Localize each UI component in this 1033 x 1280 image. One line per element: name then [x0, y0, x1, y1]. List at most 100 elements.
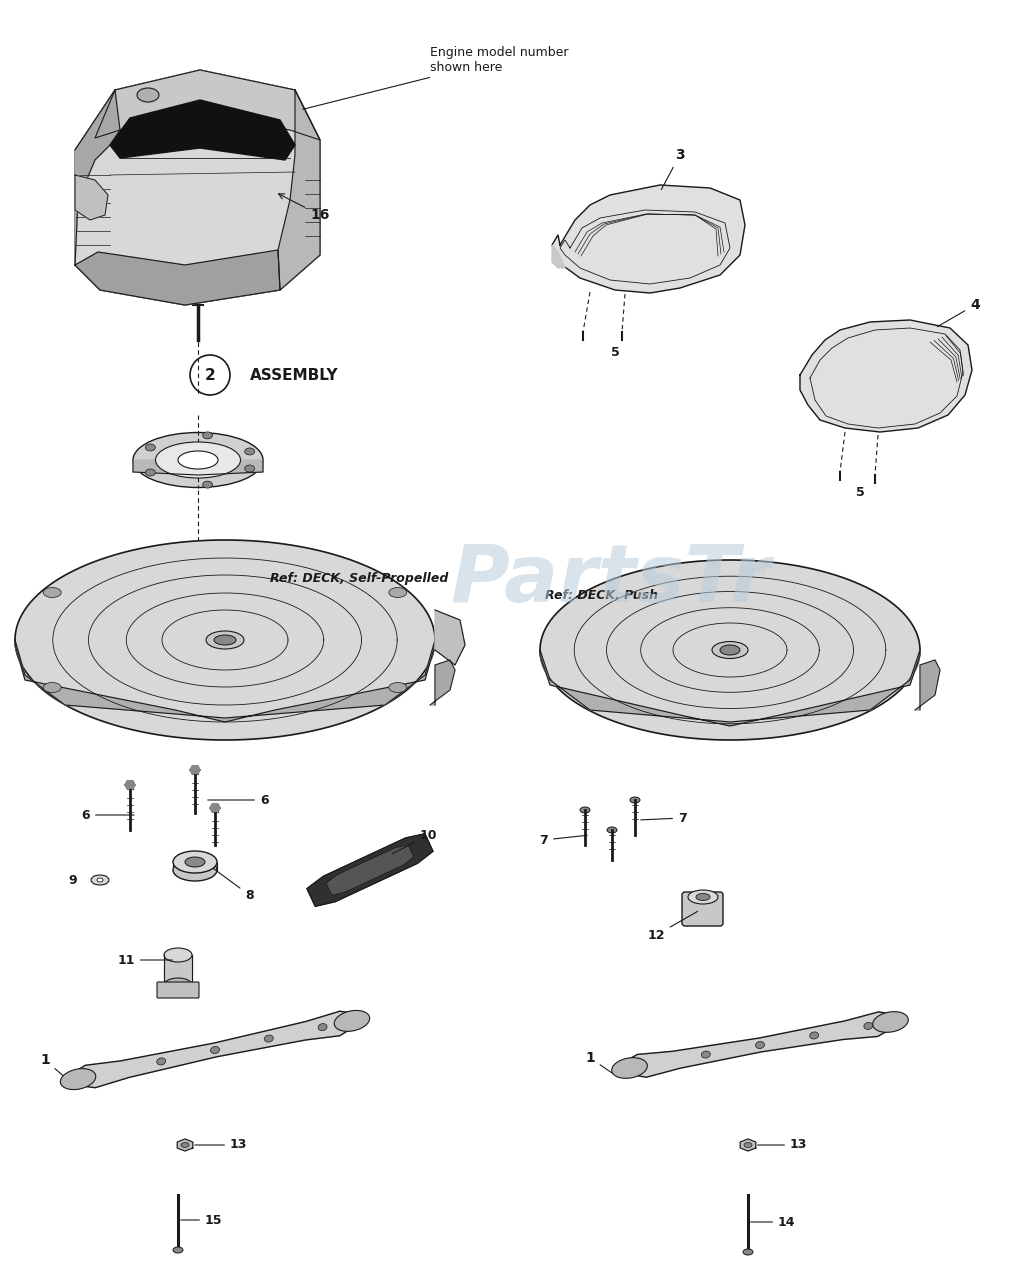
Text: 15: 15 — [181, 1213, 222, 1226]
Polygon shape — [800, 320, 972, 433]
Ellipse shape — [60, 1069, 96, 1089]
Ellipse shape — [178, 451, 218, 468]
Polygon shape — [190, 765, 200, 774]
Ellipse shape — [755, 1042, 764, 1048]
Text: 13: 13 — [758, 1138, 808, 1152]
Ellipse shape — [173, 859, 217, 881]
Ellipse shape — [156, 442, 241, 477]
Polygon shape — [63, 1011, 366, 1088]
Polygon shape — [75, 250, 280, 305]
Text: ™: ™ — [748, 568, 768, 588]
Ellipse shape — [43, 682, 61, 692]
Text: PartsTr: PartsTr — [450, 541, 771, 620]
Ellipse shape — [146, 444, 155, 451]
Ellipse shape — [206, 631, 244, 649]
Polygon shape — [915, 660, 940, 710]
Text: 1: 1 — [40, 1053, 66, 1078]
Text: 4: 4 — [937, 298, 979, 326]
Polygon shape — [540, 561, 920, 740]
Ellipse shape — [211, 1047, 219, 1053]
Text: 2: 2 — [205, 367, 215, 383]
Ellipse shape — [612, 1057, 648, 1078]
Polygon shape — [615, 1012, 905, 1078]
Polygon shape — [164, 955, 192, 986]
Text: 12: 12 — [648, 911, 697, 942]
Text: 5: 5 — [611, 346, 620, 358]
Text: 16: 16 — [279, 193, 330, 221]
Ellipse shape — [335, 1010, 370, 1032]
Polygon shape — [95, 70, 320, 140]
Ellipse shape — [173, 1247, 183, 1253]
Text: 8: 8 — [212, 868, 254, 901]
Ellipse shape — [744, 1143, 752, 1147]
Ellipse shape — [185, 858, 205, 867]
Polygon shape — [75, 70, 320, 305]
Ellipse shape — [264, 1036, 274, 1042]
Ellipse shape — [97, 878, 103, 882]
Polygon shape — [125, 781, 135, 790]
Ellipse shape — [164, 978, 192, 992]
Ellipse shape — [873, 1011, 908, 1033]
Ellipse shape — [388, 682, 407, 692]
Text: 10: 10 — [393, 828, 438, 854]
Polygon shape — [430, 660, 455, 705]
Polygon shape — [540, 650, 920, 726]
Ellipse shape — [137, 88, 159, 102]
Ellipse shape — [173, 851, 217, 873]
Text: ASSEMBLY: ASSEMBLY — [250, 367, 339, 383]
Text: 7: 7 — [640, 812, 687, 824]
Polygon shape — [15, 640, 435, 722]
Ellipse shape — [318, 1024, 327, 1030]
Text: 6: 6 — [82, 809, 134, 822]
Ellipse shape — [202, 431, 213, 439]
Text: Ref: DECK, Self-Propelled: Ref: DECK, Self-Propelled — [270, 571, 448, 585]
Ellipse shape — [133, 433, 263, 488]
Ellipse shape — [245, 448, 255, 454]
Polygon shape — [75, 90, 120, 265]
Ellipse shape — [696, 893, 710, 901]
Polygon shape — [278, 90, 320, 291]
Ellipse shape — [91, 876, 109, 884]
Polygon shape — [210, 804, 220, 813]
Polygon shape — [307, 833, 433, 906]
Polygon shape — [741, 1139, 756, 1151]
Ellipse shape — [146, 468, 155, 476]
Polygon shape — [15, 540, 435, 740]
Polygon shape — [75, 175, 108, 220]
Ellipse shape — [630, 797, 640, 803]
Ellipse shape — [701, 1051, 711, 1059]
Text: 9: 9 — [68, 873, 77, 887]
Text: 5: 5 — [855, 485, 865, 498]
Text: 3: 3 — [661, 148, 685, 189]
Text: 7: 7 — [539, 833, 587, 846]
Ellipse shape — [607, 827, 617, 833]
Text: 6: 6 — [208, 794, 269, 806]
Ellipse shape — [743, 1249, 753, 1254]
Ellipse shape — [164, 948, 192, 963]
FancyBboxPatch shape — [682, 892, 723, 925]
Polygon shape — [552, 244, 565, 268]
Ellipse shape — [720, 645, 740, 655]
Ellipse shape — [43, 588, 61, 598]
Ellipse shape — [157, 1057, 165, 1065]
Polygon shape — [178, 1139, 193, 1151]
Polygon shape — [435, 611, 465, 666]
Ellipse shape — [214, 635, 236, 645]
Ellipse shape — [245, 465, 255, 472]
Text: 1: 1 — [586, 1051, 613, 1074]
Ellipse shape — [388, 588, 407, 598]
Polygon shape — [109, 100, 295, 160]
Ellipse shape — [202, 481, 213, 488]
Ellipse shape — [712, 641, 748, 658]
Text: 11: 11 — [118, 954, 173, 966]
Text: Ref: DECK, Push: Ref: DECK, Push — [545, 589, 658, 602]
Text: Engine model number
shown here: Engine model number shown here — [303, 46, 568, 109]
Polygon shape — [325, 845, 414, 896]
Polygon shape — [552, 186, 745, 293]
Ellipse shape — [181, 1143, 189, 1147]
Ellipse shape — [580, 806, 590, 813]
Ellipse shape — [810, 1032, 818, 1039]
Ellipse shape — [688, 890, 718, 904]
FancyBboxPatch shape — [157, 982, 199, 998]
Text: 13: 13 — [195, 1138, 247, 1152]
